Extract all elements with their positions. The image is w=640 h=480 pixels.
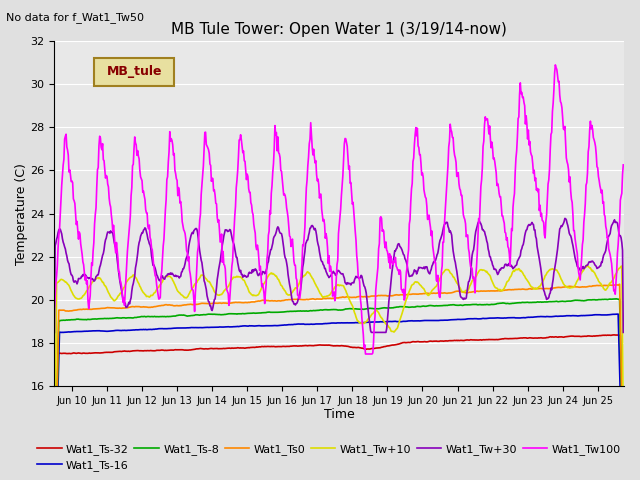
Wat1_Ts0 [579,284,587,290]
Wat1_Ts-16 [579,312,587,318]
Wat1_Tw+30 [291,301,298,307]
Wat1_Ts-32 [573,334,580,339]
Wat1_Tw100 [580,212,588,217]
Wat1_Tw100 [586,127,593,133]
Line: Wat1_Ts-32: Wat1_Ts-32 [54,335,623,480]
Wat1_Ts-8 [612,296,620,302]
Wat1_Tw+10 [584,262,591,268]
Wat1_Ts0 [202,301,209,307]
Wat1_Ts-16 [584,312,592,318]
Wat1_Ts-16 [614,311,622,317]
Wat1_Tw+10 [291,286,298,292]
Wat1_Ts-8 [579,298,587,304]
Line: Wat1_Tw+30: Wat1_Tw+30 [54,218,623,332]
Wat1_Ts0 [584,284,592,289]
Wat1_Ts-16 [189,324,196,330]
Wat1_Ts-8 [202,312,209,318]
Wat1_Ts-8 [584,297,592,303]
Wat1_Tw100 [291,262,298,268]
Wat1_Ts0 [189,302,196,308]
Wat1_Tw100 [202,129,209,135]
Wat1_Ts0 [573,284,580,290]
Wat1_Tw+30 [51,329,58,335]
Wat1_Tw+10 [585,264,593,270]
Wat1_Ts0 [616,281,623,287]
Wat1_Tw+10 [189,285,196,291]
Line: Wat1_Tw100: Wat1_Tw100 [54,65,623,354]
Wat1_Tw100 [189,287,196,292]
FancyBboxPatch shape [94,58,174,86]
Wat1_Tw+30 [561,216,569,221]
Line: Wat1_Ts0: Wat1_Ts0 [54,284,623,480]
Wat1_Tw+10 [579,268,587,274]
Wat1_Ts-32 [584,333,592,339]
Y-axis label: Temperature (C): Temperature (C) [15,163,28,264]
Wat1_Ts-32 [189,347,196,352]
Wat1_Ts-8 [573,298,580,303]
Line: Wat1_Ts-16: Wat1_Ts-16 [54,314,623,480]
Legend: Wat1_Ts-32, Wat1_Ts-16, Wat1_Ts-8, Wat1_Ts0, Wat1_Tw+10, Wat1_Tw+30, Wat1_Tw100: Wat1_Ts-32, Wat1_Ts-16, Wat1_Ts-8, Wat1_… [37,444,621,471]
Wat1_Tw+30 [585,259,593,265]
Line: Wat1_Tw+10: Wat1_Tw+10 [54,265,623,480]
Wat1_Tw+30 [620,329,627,335]
Wat1_Ts-8 [620,477,627,480]
Wat1_Ts0 [291,297,298,302]
Wat1_Ts-32 [611,332,618,338]
Wat1_Tw100 [552,62,559,68]
Wat1_Tw100 [620,162,627,168]
Text: No data for f_Wat1_Tw50: No data for f_Wat1_Tw50 [6,12,145,23]
Wat1_Ts-32 [202,346,209,352]
Wat1_Tw+30 [189,229,196,235]
Wat1_Ts-32 [579,334,587,339]
Wat1_Tw+30 [573,264,581,269]
Wat1_Tw+10 [620,419,627,424]
Wat1_Ts-16 [291,322,298,327]
Wat1_Tw+30 [202,283,209,289]
Wat1_Tw100 [51,304,58,310]
Wat1_Ts-16 [573,313,580,319]
Wat1_Tw+30 [580,266,588,272]
Wat1_Tw+10 [202,276,209,281]
Text: MB_tule: MB_tule [106,65,162,78]
Wat1_Ts-32 [291,343,298,349]
Wat1_Ts-8 [291,308,298,314]
Wat1_Ts-16 [202,324,209,330]
X-axis label: Time: Time [324,408,355,420]
Wat1_Ts-8 [189,312,196,318]
Wat1_Tw+10 [573,279,580,285]
Wat1_Ts0 [620,468,627,473]
Wat1_Tw100 [362,351,369,357]
Wat1_Tw100 [574,264,582,269]
Line: Wat1_Ts-8: Wat1_Ts-8 [54,299,623,480]
Title: MB Tule Tower: Open Water 1 (3/19/14-now): MB Tule Tower: Open Water 1 (3/19/14-now… [172,22,507,37]
